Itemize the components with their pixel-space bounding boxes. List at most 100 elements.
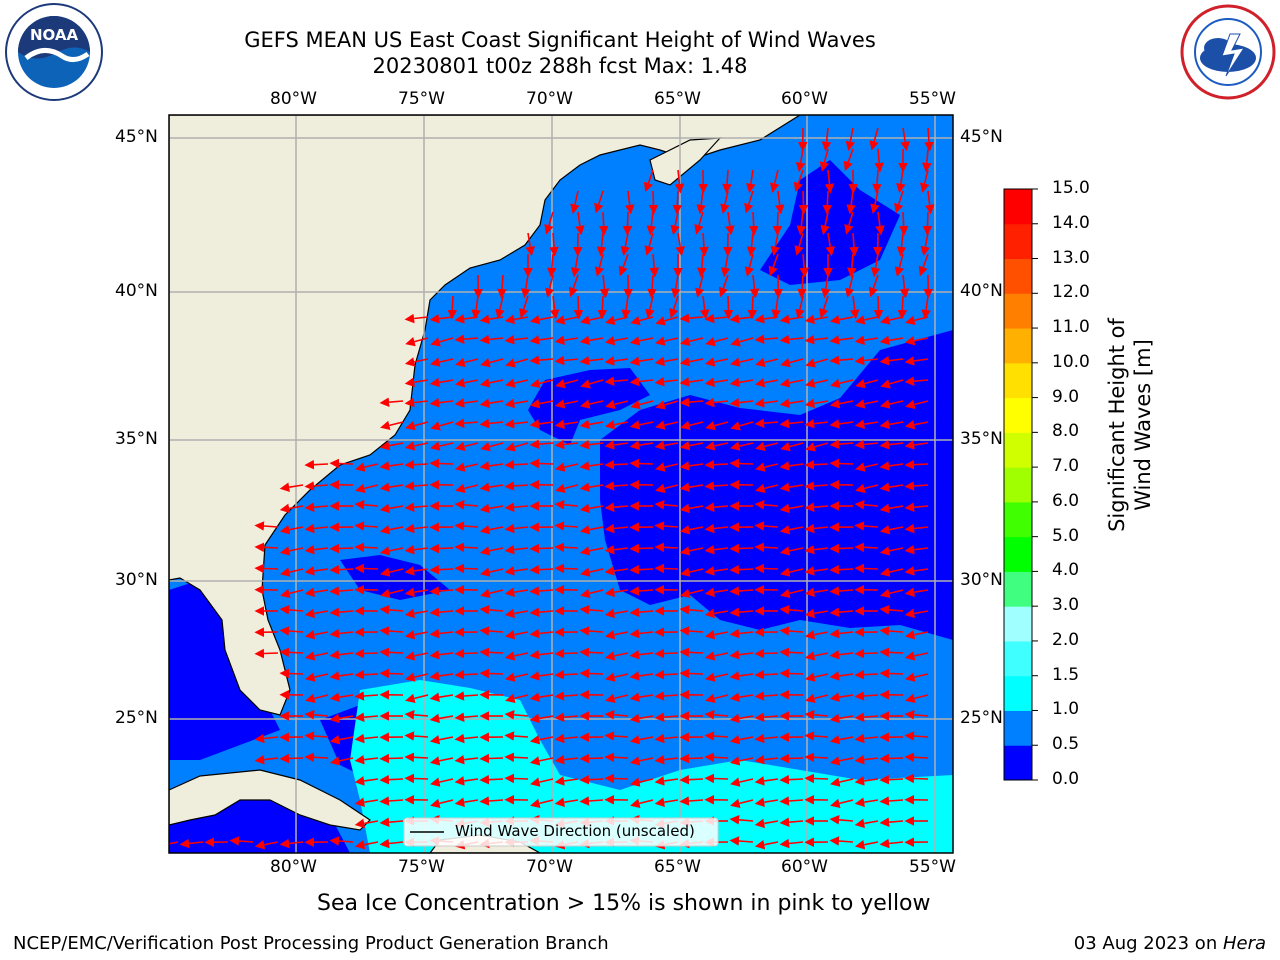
wind-wave-arrow xyxy=(479,503,504,514)
wind-wave-arrow xyxy=(554,399,579,409)
field-low-gulf xyxy=(169,580,280,760)
wind-wave-arrow xyxy=(379,482,404,492)
wind-wave-arrow xyxy=(754,542,779,553)
wind-wave-arrow xyxy=(504,502,529,512)
wind-wave-arrow xyxy=(779,418,804,429)
wind-wave-arrow xyxy=(679,753,704,764)
wind-wave-arrow xyxy=(880,379,904,389)
wind-wave-arrow xyxy=(304,587,329,597)
wind-wave-arrow xyxy=(704,397,729,408)
wind-wave-arrow xyxy=(629,713,654,724)
wind-wave-arrow xyxy=(855,462,879,472)
wind-wave-arrow xyxy=(829,355,854,365)
colorbar-tick-label: 13.0 xyxy=(1052,247,1090,268)
colorbar-segment xyxy=(1004,293,1032,329)
colorbar-tick-label: 1.5 xyxy=(1052,664,1080,685)
lon-tick-bottom: 55°W xyxy=(909,857,956,877)
footer-date: 03 Aug 2023 on Hera xyxy=(1074,933,1266,954)
wind-wave-arrow xyxy=(579,546,604,556)
wind-wave-arrow xyxy=(454,776,479,786)
wind-wave-arrow xyxy=(729,692,754,702)
wind-wave-arrow xyxy=(645,295,655,319)
wind-wave-arrow xyxy=(729,671,754,681)
wind-wave-arrow xyxy=(630,798,654,809)
chart-subtitle: 20230801 t00z 288h fcst Max: 1.48 xyxy=(372,54,748,78)
wind-wave-arrow xyxy=(680,567,704,577)
wind-wave-arrow xyxy=(879,419,904,430)
lon-tick-bottom: 75°W xyxy=(398,857,445,877)
wind-wave-arrow xyxy=(504,651,529,661)
wind-wave-arrow xyxy=(629,586,654,596)
wind-wave-arrow xyxy=(629,649,654,660)
lat-tick-left: 35°N xyxy=(115,429,158,449)
wind-wave-arrow xyxy=(755,483,779,494)
wind-wave-arrow xyxy=(304,459,329,470)
wind-wave-arrow xyxy=(504,587,529,597)
wind-wave-arrow xyxy=(699,232,709,257)
wind-wave-arrow xyxy=(819,148,830,172)
wind-wave-arrow xyxy=(774,190,785,215)
wind-wave-arrow xyxy=(604,502,629,512)
wind-wave-arrow xyxy=(879,626,904,636)
wind-wave-arrow xyxy=(354,839,379,850)
wind-wave-arrow xyxy=(820,211,830,236)
wind-wave-arrow xyxy=(896,169,906,194)
wind-wave-arrow xyxy=(604,440,629,450)
wind-wave-arrow xyxy=(854,776,879,786)
wind-wave-arrow xyxy=(379,503,404,514)
wind-wave-arrow xyxy=(279,626,304,636)
wind-wave-arrow xyxy=(894,253,905,277)
wind-wave-arrow xyxy=(454,691,479,701)
wind-wave-arrow xyxy=(804,587,829,597)
wind-wave-arrow xyxy=(900,127,910,152)
wind-wave-arrow xyxy=(554,669,579,680)
wind-wave-arrow xyxy=(694,274,705,298)
wind-wave-arrow xyxy=(405,693,429,704)
wind-wave-arrow xyxy=(530,777,554,787)
wind-wave-arrow xyxy=(254,733,279,744)
wind-wave-arrow xyxy=(880,567,904,577)
wind-wave-arrow xyxy=(654,648,679,659)
wind-wave-arrow xyxy=(754,377,779,388)
wind-wave-arrow xyxy=(854,839,879,850)
wind-wave-arrow xyxy=(454,754,479,765)
wind-wave-arrow xyxy=(754,398,779,408)
wind-wave-arrow xyxy=(679,377,704,387)
wind-wave-arrow xyxy=(704,502,729,512)
wind-wave-arrow xyxy=(305,693,329,704)
wind-wave-arrow xyxy=(254,542,279,553)
wind-wave-arrow xyxy=(304,544,329,555)
wind-wave-arrow xyxy=(454,712,479,722)
wind-wave-arrow xyxy=(879,355,904,366)
wind-wave-arrow xyxy=(254,754,279,765)
wind-wave-arrow xyxy=(554,691,579,701)
wind-wave-arrow xyxy=(705,420,729,431)
wind-wave-arrow xyxy=(679,461,704,471)
wind-wave-arrow xyxy=(280,567,304,577)
wind-wave-arrow xyxy=(654,521,679,531)
wind-wave-arrow xyxy=(329,836,354,846)
wind-wave-arrow xyxy=(529,335,554,345)
wind-wave-arrow xyxy=(794,232,804,256)
wind-wave-arrow xyxy=(479,314,504,324)
wind-wave-arrow xyxy=(570,190,580,214)
wind-wave-arrow xyxy=(846,190,856,215)
wind-wave-arrow xyxy=(429,671,454,681)
wind-wave-arrow xyxy=(904,544,929,555)
wind-wave-arrow xyxy=(404,441,429,451)
wind-wave-arrow xyxy=(604,481,629,491)
wind-wave-arrow xyxy=(479,334,504,345)
wind-wave-arrow xyxy=(429,564,454,575)
wind-wave-arrow xyxy=(329,692,354,702)
wind-wave-arrow xyxy=(779,668,804,679)
wind-wave-arrow xyxy=(579,796,604,806)
wind-wave-arrow xyxy=(354,542,379,553)
wind-wave-arrow xyxy=(304,651,329,661)
wind-wave-arrow xyxy=(679,774,704,785)
wind-wave-arrow xyxy=(604,651,629,661)
wind-wave-arrow xyxy=(579,461,604,471)
wind-wave-arrow xyxy=(821,274,831,299)
wind-wave-arrow xyxy=(405,672,429,682)
wind-wave-arrow xyxy=(829,458,854,469)
wind-wave-arrow xyxy=(679,546,704,556)
